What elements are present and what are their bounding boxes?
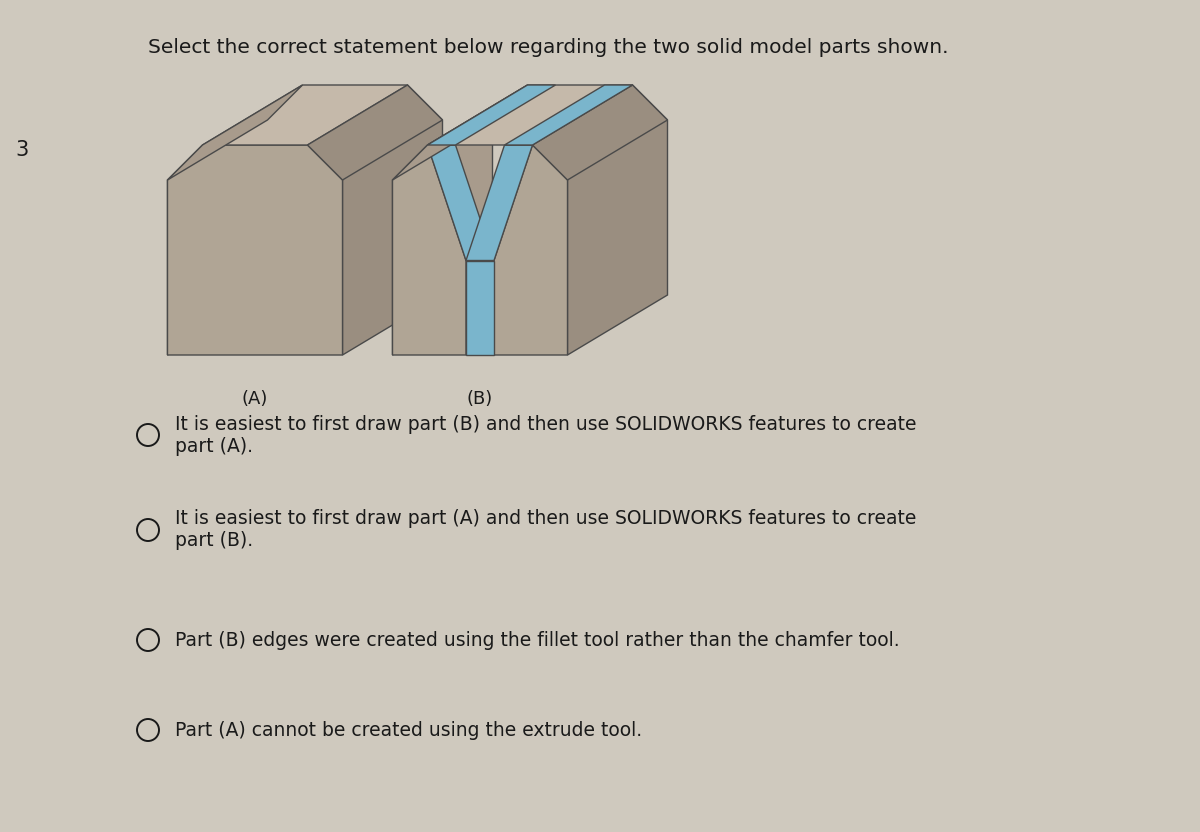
Polygon shape xyxy=(504,85,632,145)
Text: (A): (A) xyxy=(242,390,268,408)
Polygon shape xyxy=(427,145,494,260)
Text: Part (A) cannot be created using the extrude tool.: Part (A) cannot be created using the ext… xyxy=(175,721,642,740)
Polygon shape xyxy=(168,85,302,180)
Polygon shape xyxy=(168,120,268,355)
Polygon shape xyxy=(307,85,443,180)
Text: Select the correct statement below regarding the two solid model parts shown.: Select the correct statement below regar… xyxy=(148,38,948,57)
Text: Part (B) edges were created using the fillet tool rather than the chamfer tool.: Part (B) edges were created using the fi… xyxy=(175,631,900,650)
Polygon shape xyxy=(392,85,528,180)
Polygon shape xyxy=(168,145,342,355)
Text: It is easiest to first draw part (A) and then use SOLIDWORKS features to create: It is easiest to first draw part (A) and… xyxy=(175,509,917,528)
Text: It is easiest to first draw part (B) and then use SOLIDWORKS features to create: It is easiest to first draw part (B) and… xyxy=(175,414,917,433)
Polygon shape xyxy=(568,85,667,355)
Polygon shape xyxy=(494,145,568,355)
Polygon shape xyxy=(466,260,494,355)
Polygon shape xyxy=(392,145,466,355)
Polygon shape xyxy=(392,120,492,355)
Polygon shape xyxy=(533,85,667,180)
Polygon shape xyxy=(342,85,443,355)
Polygon shape xyxy=(466,145,533,260)
Text: part (A).: part (A). xyxy=(175,437,253,455)
Polygon shape xyxy=(427,85,556,145)
Polygon shape xyxy=(427,85,632,145)
Polygon shape xyxy=(203,85,408,145)
Text: (B): (B) xyxy=(467,390,493,408)
Text: part (B).: part (B). xyxy=(175,532,253,551)
Text: 3: 3 xyxy=(14,140,29,160)
